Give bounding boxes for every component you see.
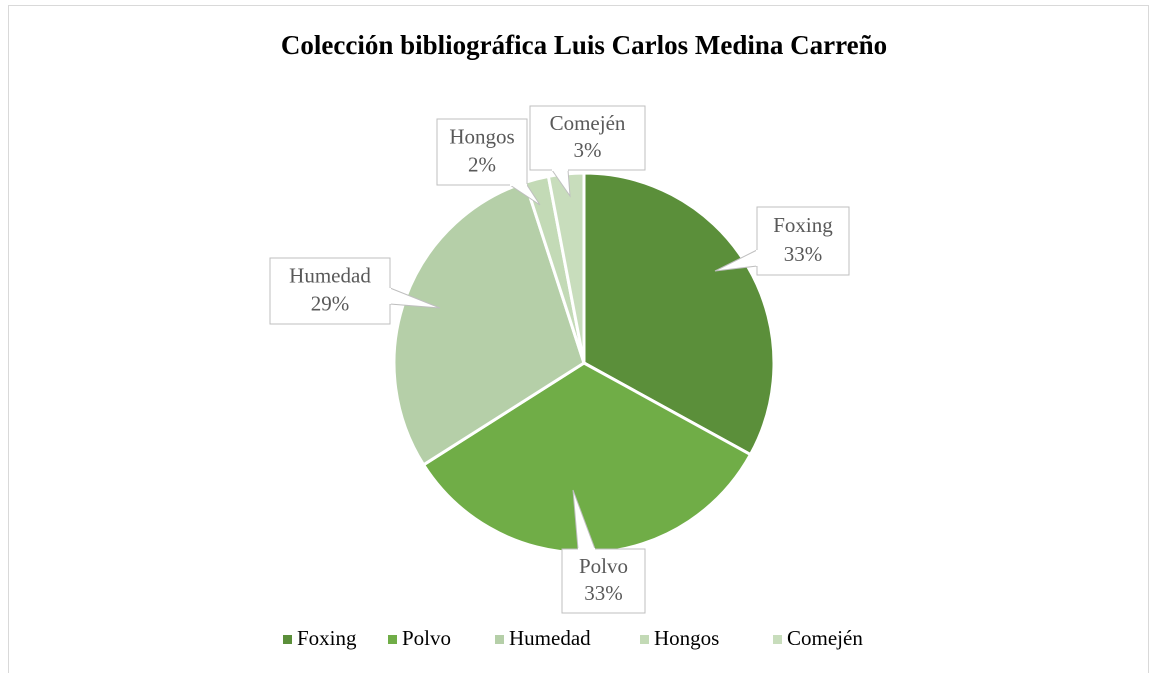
label-value: 3% xyxy=(574,138,602,162)
legend-swatch xyxy=(495,635,504,644)
label-name: Humedad xyxy=(289,264,371,288)
legend-swatch xyxy=(283,635,292,644)
legend-swatch xyxy=(640,635,649,644)
legend-label: Comején xyxy=(787,626,863,650)
label-name: Hongos xyxy=(449,125,514,149)
callout xyxy=(269,257,391,325)
callout xyxy=(561,548,646,614)
label-name: Foxing xyxy=(773,213,833,237)
legend-label: Foxing xyxy=(297,626,357,650)
data-label: Comején 3% xyxy=(529,105,646,198)
label-value: 33% xyxy=(584,581,623,605)
label-value: 33% xyxy=(784,242,823,266)
data-label: Polvo 33% xyxy=(561,489,646,614)
data-label: Foxing 33% xyxy=(714,206,850,276)
legend-label: Humedad xyxy=(509,626,591,650)
label-name: Polvo xyxy=(579,554,628,578)
chart-title: Colección bibliográfica Luis Carlos Medi… xyxy=(281,30,887,60)
legend-label: Hongos xyxy=(654,626,719,650)
label-value: 2% xyxy=(468,152,496,176)
legend-swatch xyxy=(388,635,397,644)
legend-swatch xyxy=(773,635,782,644)
legend-label: Polvo xyxy=(402,626,451,650)
label-value: 29% xyxy=(311,291,350,315)
callout xyxy=(529,105,646,171)
data-label: Hongos 2% xyxy=(436,118,541,206)
label-name: Comején xyxy=(550,111,626,135)
data-label: Humedad 29% xyxy=(269,257,441,325)
